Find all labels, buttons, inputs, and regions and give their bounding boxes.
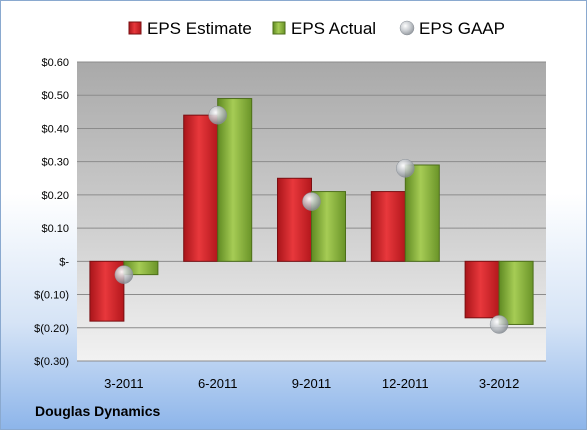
y-tick-label: $0.30 [41, 157, 69, 169]
eps-gaap-point [302, 192, 321, 211]
eps-estimate-bar [370, 191, 406, 262]
eps-estimate-bar [464, 260, 500, 319]
eps-gaap-point [208, 105, 227, 125]
eps-actual-bar [404, 164, 440, 262]
eps-estimate-bar [277, 177, 312, 262]
x-tick-label: 9-2011 [292, 376, 332, 391]
y-tick-label: $0.50 [41, 90, 69, 102]
legend-swatch [128, 21, 142, 35]
y-tick-label: $0.60 [41, 57, 69, 69]
x-tick-label: 12-2011 [382, 376, 429, 391]
eps-actual-bar [217, 98, 253, 262]
y-tick-label: $0.20 [41, 190, 69, 202]
x-tick-label: 6-2011 [198, 376, 238, 391]
legend-label: EPS Actual [291, 19, 376, 38]
y-tick-label: $- [59, 256, 69, 268]
legend-swatch [399, 20, 415, 36]
legend-label: EPS Estimate [147, 19, 252, 38]
company-name: Douglas Dynamics [35, 403, 161, 419]
y-tick-label: $(0.10) [34, 290, 69, 302]
y-tick-label: $0.40 [41, 123, 69, 135]
eps-gaap-point [396, 159, 415, 178]
legend-label: EPS GAAP [419, 19, 505, 38]
y-tick-label: $(0.30) [34, 356, 69, 368]
y-tick-label: $(0.20) [34, 323, 69, 335]
x-tick-label: 3-2012 [479, 376, 519, 391]
legend-swatch [272, 21, 286, 35]
y-tick-label: $0.10 [41, 223, 69, 235]
eps-actual-bar [498, 260, 534, 325]
x-tick-label: 3-2011 [104, 376, 144, 391]
eps-estimate-bar [183, 114, 219, 262]
eps-gaap-point [114, 265, 134, 284]
eps-gaap-point [489, 315, 509, 334]
